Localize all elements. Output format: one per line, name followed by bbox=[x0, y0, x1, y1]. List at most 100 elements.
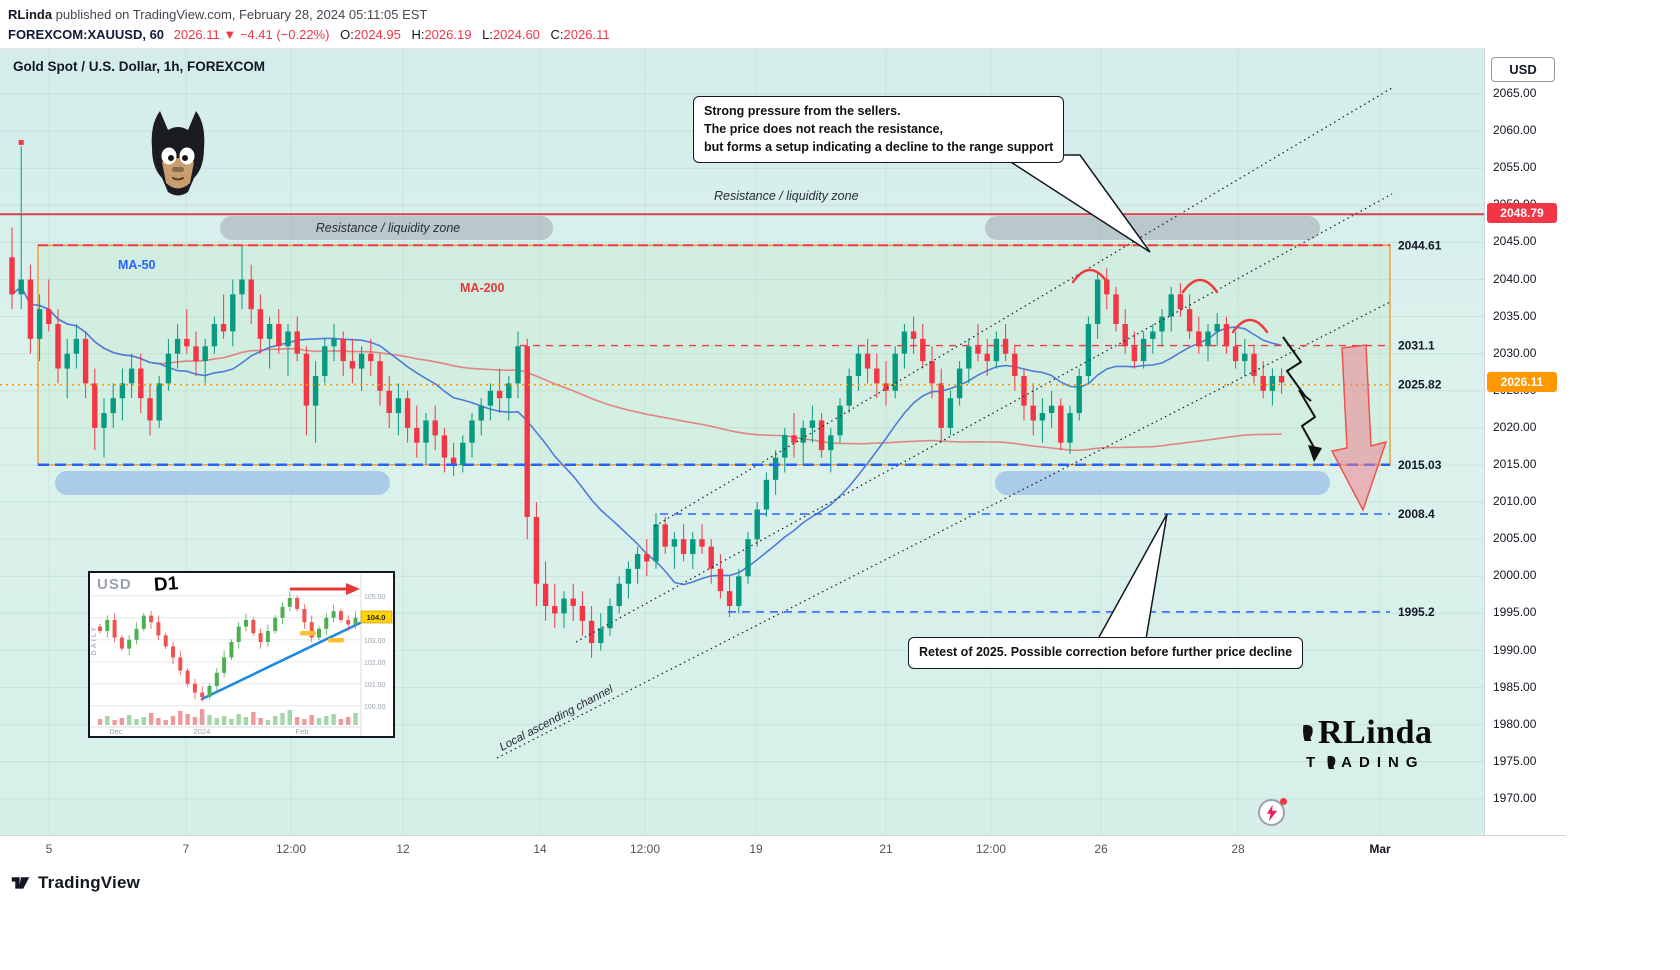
time-tick: 12 bbox=[396, 842, 410, 856]
candle-body bbox=[266, 324, 273, 339]
candle-body bbox=[644, 554, 650, 562]
usd-daily-plot: 105.00104.00103.00102.00101.00100.00104.… bbox=[90, 573, 393, 736]
candle-body bbox=[55, 324, 61, 369]
inset-candle-body bbox=[119, 637, 124, 649]
inset-volume-bar bbox=[302, 719, 307, 725]
inset-candle-body bbox=[229, 642, 234, 658]
inset-volume-bar bbox=[185, 714, 190, 725]
time-tick: 12:00 bbox=[629, 842, 661, 856]
inset-candle-body bbox=[353, 617, 358, 625]
inset-candle-body bbox=[346, 620, 351, 625]
candle-body bbox=[552, 605, 558, 614]
candle-body bbox=[386, 390, 392, 414]
candle-body bbox=[607, 605, 613, 629]
candle-body bbox=[818, 420, 825, 451]
rlinda-name-text: RLinda bbox=[1318, 714, 1433, 751]
lightning-icon bbox=[1266, 804, 1277, 821]
batman-sticker[interactable] bbox=[138, 104, 218, 205]
candle-body bbox=[754, 509, 760, 540]
inset-volume-bar bbox=[338, 719, 344, 725]
candle-body bbox=[1186, 309, 1193, 332]
usd-daily-inset[interactable]: 105.00104.00103.00102.00101.00100.00104.… bbox=[88, 571, 395, 738]
projection-arrow-down bbox=[1330, 344, 1388, 512]
candle-body bbox=[128, 368, 135, 384]
inset-volume-bar bbox=[141, 717, 146, 725]
tradingview-brand-text: TradingView bbox=[38, 872, 141, 892]
inset-candle-body bbox=[192, 683, 197, 693]
inset-volume-bar bbox=[214, 718, 219, 725]
candle-body bbox=[303, 353, 310, 406]
time-tick: Mar bbox=[1369, 842, 1391, 856]
candle-body bbox=[193, 346, 199, 362]
inset-volume-bar bbox=[280, 713, 285, 725]
candle-body bbox=[920, 338, 926, 362]
candle-body bbox=[138, 368, 144, 399]
inset-candle-body bbox=[236, 626, 241, 642]
lightning-sticker[interactable] bbox=[1258, 798, 1287, 826]
currency-toggle-button[interactable]: USD bbox=[1491, 57, 1555, 82]
candle-body bbox=[736, 576, 742, 606]
resistance-zone-label-top: Resistance / liquidity zone bbox=[714, 189, 859, 203]
candle-body bbox=[763, 479, 770, 510]
channel-label: Local ascending channel bbox=[498, 683, 616, 753]
publish-info: published on TradingView.com, February 2… bbox=[52, 7, 428, 22]
candle-body bbox=[947, 398, 954, 428]
inset-price-tick: 102.00 bbox=[364, 660, 386, 667]
callout-retest[interactable]: Retest of 2025. Possible correction befo… bbox=[908, 637, 1304, 669]
tradingview-footer-logo[interactable]: TradingView bbox=[10, 872, 140, 893]
inset-candle-body bbox=[149, 615, 154, 623]
inset-candle-body bbox=[171, 646, 175, 658]
candle-body bbox=[174, 338, 181, 354]
candle-body bbox=[1269, 375, 1276, 391]
candle-body bbox=[671, 539, 678, 547]
lower-high-arc bbox=[1071, 268, 1109, 284]
candle-body bbox=[312, 375, 319, 406]
inset-volume-bar bbox=[170, 716, 176, 725]
candle-body bbox=[1260, 375, 1266, 391]
inset-volume-bar bbox=[236, 714, 241, 725]
candle-body bbox=[27, 279, 34, 339]
publish-line: RLinda published on TradingView.com, Feb… bbox=[8, 5, 1680, 25]
callout-sellers-line2: The price does not reach the resistance, bbox=[704, 121, 943, 136]
callout-sellers-line1: Strong pressure from the sellers. bbox=[704, 104, 901, 118]
price-tick: 2020.00 bbox=[1493, 419, 1537, 434]
notification-dot bbox=[1280, 798, 1287, 805]
open-label: O: bbox=[340, 27, 354, 42]
price-tick: 2040.00 bbox=[1493, 271, 1537, 286]
candle-body bbox=[726, 591, 733, 606]
candle-body bbox=[432, 420, 438, 436]
time-tick: 19 bbox=[749, 842, 763, 856]
candle-body bbox=[524, 346, 530, 517]
chart-canvas[interactable]: 2044.61 2031.1 2025.82 2015.03 2008.4 1995.2 R… bbox=[0, 48, 1484, 835]
inset-candle-body bbox=[295, 598, 300, 609]
candle-body bbox=[717, 568, 724, 592]
swing-high-marker bbox=[18, 139, 24, 145]
candle-body bbox=[478, 405, 484, 421]
inset-candle-body bbox=[112, 620, 117, 638]
callout-sellers[interactable]: Strong pressure from the sellers. The pr… bbox=[693, 96, 1065, 164]
candle-body bbox=[1113, 294, 1119, 325]
candle-body bbox=[469, 420, 475, 443]
inset-volume-bar bbox=[163, 720, 168, 725]
inset-price-tick: 105.00 bbox=[364, 594, 386, 601]
price-scale[interactable]: USD 2065.002060.002055.002050.002045.002… bbox=[1484, 48, 1566, 835]
time-scale[interactable]: 5 7 12:00 12 14 12:00 19 21 12:00 26 28 Mar bbox=[0, 835, 1566, 862]
inset-volume-bar bbox=[324, 716, 329, 725]
zigzag-arrow-1 bbox=[1282, 336, 1312, 402]
candle-body bbox=[1214, 324, 1220, 332]
candle-body bbox=[1094, 279, 1101, 325]
candle-body bbox=[855, 353, 862, 376]
candle-body bbox=[64, 353, 70, 369]
inset-volume-bar bbox=[353, 713, 358, 725]
candle-body bbox=[800, 427, 806, 443]
price-tick: 2035.00 bbox=[1493, 308, 1537, 323]
candle-body bbox=[1140, 338, 1147, 362]
candle-body bbox=[579, 605, 586, 621]
candle-body bbox=[423, 420, 429, 443]
inset-volume-bar bbox=[316, 718, 322, 725]
candle-body bbox=[929, 361, 935, 384]
price-change: −4.41 (−0.22%) bbox=[239, 27, 330, 42]
time-tick: 12:00 bbox=[975, 842, 1007, 856]
inset-candle-body bbox=[207, 686, 212, 697]
candle-body bbox=[883, 383, 889, 391]
